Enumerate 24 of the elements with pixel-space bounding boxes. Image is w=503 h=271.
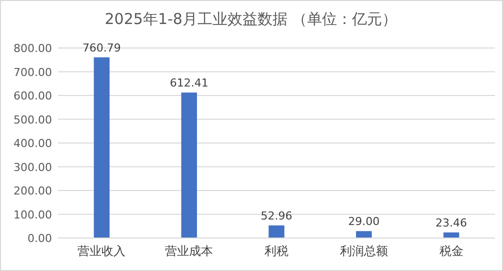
data-label: 23.46 (436, 216, 468, 230)
x-tick-label: 税金 (439, 244, 464, 258)
y-tick-label: 500.00 (14, 113, 52, 126)
y-tick-label: 200.00 (14, 184, 52, 198)
data-label: 52.96 (260, 209, 292, 222)
x-tick-label: 利润总额 (340, 244, 388, 258)
data-label: 760.79 (82, 41, 121, 54)
data-label: 29.00 (348, 215, 380, 228)
chart-title: 2025年1-8月工业效益数据 （单位：亿元） (104, 10, 398, 28)
y-tick-label: 600.00 (14, 90, 52, 102)
y-tick-label: 100.00 (14, 208, 52, 222)
bar (268, 225, 284, 238)
x-tick-label: 营业成本 (165, 244, 214, 258)
x-tick-label: 营业收入 (78, 244, 126, 258)
bar (356, 231, 372, 238)
data-label: 612.41 (170, 76, 208, 90)
y-tick-label: 0.00 (28, 232, 52, 245)
y-tick-label: 700.00 (14, 66, 52, 79)
bar (181, 92, 197, 238)
x-tick-label: 利税 (264, 244, 288, 258)
y-tick-label: 300.00 (14, 160, 52, 174)
bar (94, 57, 110, 238)
y-tick-label: 800.00 (14, 42, 52, 55)
y-tick-label: 400.00 (14, 137, 52, 150)
